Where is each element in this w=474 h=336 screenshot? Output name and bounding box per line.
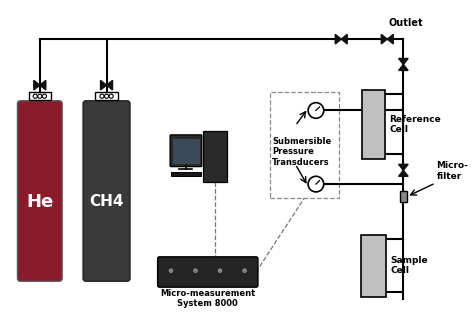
Circle shape bbox=[218, 269, 222, 272]
Polygon shape bbox=[107, 80, 112, 90]
Bar bbox=[95, 92, 118, 100]
Polygon shape bbox=[399, 164, 408, 170]
Circle shape bbox=[169, 269, 173, 272]
FancyBboxPatch shape bbox=[170, 135, 202, 167]
Circle shape bbox=[33, 94, 37, 98]
Polygon shape bbox=[387, 34, 393, 44]
Polygon shape bbox=[34, 80, 40, 90]
FancyBboxPatch shape bbox=[83, 101, 130, 281]
Text: Micro-measurement
System 8000: Micro-measurement System 8000 bbox=[160, 289, 255, 308]
FancyBboxPatch shape bbox=[158, 257, 258, 287]
Bar bbox=[171, 172, 201, 176]
Text: CH4: CH4 bbox=[89, 194, 124, 209]
Circle shape bbox=[104, 94, 109, 98]
Polygon shape bbox=[40, 80, 46, 90]
Circle shape bbox=[42, 94, 46, 98]
Bar bbox=[203, 131, 227, 182]
Bar bbox=[270, 92, 339, 198]
Polygon shape bbox=[399, 58, 408, 65]
Circle shape bbox=[109, 94, 113, 98]
Bar bbox=[29, 92, 51, 100]
Circle shape bbox=[194, 269, 197, 272]
Bar bbox=[361, 235, 386, 297]
Text: Outlet: Outlet bbox=[388, 17, 423, 28]
Polygon shape bbox=[341, 34, 347, 44]
Polygon shape bbox=[381, 34, 387, 44]
Text: Submersible
Pressure
Transducers: Submersible Pressure Transducers bbox=[272, 137, 331, 167]
FancyBboxPatch shape bbox=[18, 101, 62, 281]
Circle shape bbox=[308, 103, 324, 118]
Polygon shape bbox=[335, 34, 341, 44]
Circle shape bbox=[38, 94, 42, 98]
Bar bbox=[362, 90, 385, 159]
Text: He: He bbox=[26, 193, 54, 210]
Circle shape bbox=[308, 176, 324, 192]
Polygon shape bbox=[100, 80, 107, 90]
Bar bbox=[400, 191, 407, 202]
Text: Sample
Cell: Sample Cell bbox=[391, 256, 428, 276]
Bar bbox=[173, 139, 199, 163]
Text: Reference
Cell: Reference Cell bbox=[390, 115, 441, 134]
Circle shape bbox=[243, 269, 246, 272]
Polygon shape bbox=[399, 65, 408, 71]
Text: Micro-
filter: Micro- filter bbox=[437, 161, 468, 181]
Polygon shape bbox=[399, 170, 408, 176]
Circle shape bbox=[100, 94, 104, 98]
